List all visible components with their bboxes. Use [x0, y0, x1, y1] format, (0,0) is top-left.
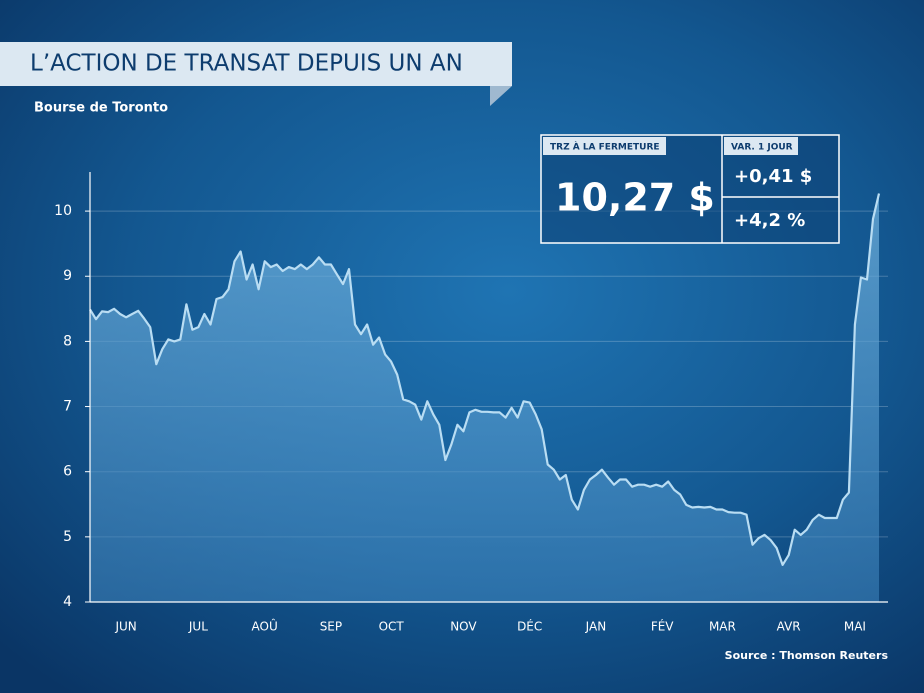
x-tick-label: AVR — [777, 620, 801, 634]
plot: 4 5 6 7 8 9 10 JUN JUL AOÛ SEP OCT NOV DÉC JAN FÉV MAR AV… — [54, 172, 888, 634]
x-tick-label: JAN — [585, 620, 607, 634]
change-value: +0,41 $ — [734, 166, 812, 187]
y-tick-label: 7 — [63, 399, 72, 415]
x-tick-label: DÉC — [517, 619, 542, 634]
y-tick-label: 5 — [63, 529, 72, 545]
subtitle: Bourse de Toronto — [34, 101, 168, 116]
x-tick-label: MAR — [709, 620, 736, 634]
source: Source : Thomson Reuters — [725, 649, 889, 662]
y-tick-label: 8 — [63, 333, 72, 349]
panel-tab — [724, 137, 798, 155]
x-tick-label: NOV — [450, 620, 477, 634]
y-tick-label: 10 — [54, 203, 72, 219]
panel-label: VAR. 1 JOUR — [731, 143, 793, 153]
x-tick-label: SEP — [320, 620, 342, 634]
x-tick-label: JUN — [114, 620, 136, 634]
chart-title: L’ACTION DE TRANSAT DEPUIS UN AN — [30, 51, 463, 77]
info-panel: TRZ À LA FERMETURE VAR. 1 JOUR 10,27 $ +… — [540, 134, 840, 244]
y-tick-label: 6 — [63, 464, 72, 480]
banner-fold — [490, 86, 512, 106]
line — [89, 193, 881, 566]
panel-label: TRZ À LA FERMETURE — [550, 141, 660, 153]
title-banner — [0, 42, 512, 86]
panel-tab — [543, 137, 666, 155]
x-tick-label: FÉV — [651, 619, 674, 634]
x-tick-label: OCT — [379, 620, 405, 634]
x-tick-label: JUL — [188, 620, 208, 634]
area — [90, 193, 879, 602]
x-tick-label: AOÛ — [252, 619, 278, 634]
y-tick-label: 4 — [63, 594, 72, 610]
y-tick-label: 9 — [63, 268, 72, 284]
change-pct: +4,2 % — [734, 210, 805, 231]
close-value: 10,27 $ — [555, 176, 715, 220]
x-tick-label: MAI — [844, 620, 866, 634]
